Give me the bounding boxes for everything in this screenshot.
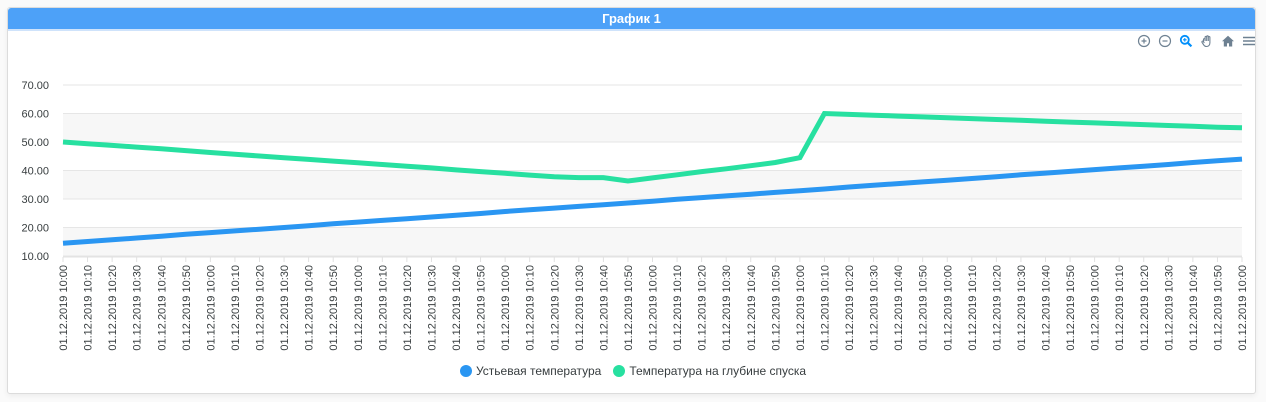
series-line[interactable]	[62, 156, 1243, 246]
x-tick-label: 01.12.2019 10:20	[107, 265, 119, 351]
x-tick-label: 01.12.2019 10:20	[844, 265, 856, 351]
y-tick-label: 40.00	[21, 166, 49, 178]
x-tick-label: 01.12.2019 10:00	[648, 265, 660, 351]
x-tick-label: 01.12.2019 10:30	[132, 265, 144, 351]
x-tick-label: 01.12.2019 10:00	[942, 265, 954, 351]
pan-icon[interactable]	[1200, 34, 1214, 48]
x-tick-label: 01.12.2019 10:00	[500, 265, 512, 351]
x-tick-label: 01.12.2019 10:50	[476, 265, 488, 351]
grid-bands	[63, 113, 1242, 256]
legend-label: Температура на глубине спуска	[629, 364, 807, 378]
chart-toolbar	[1137, 34, 1256, 48]
y-tick-label: 60.00	[21, 109, 49, 121]
reset-zoom-icon[interactable]	[1221, 34, 1235, 48]
legend-item-depth-temperature[interactable]: Температура на глубине спуска	[613, 364, 806, 378]
x-tick-label: 01.12.2019 10:30	[426, 265, 438, 351]
series-lines	[62, 110, 1243, 246]
x-tick-label: 01.12.2019 10:20	[549, 265, 561, 351]
x-tick-label: 01.12.2019 10:00	[58, 265, 70, 351]
x-tick-label: 01.12.2019 10:50	[181, 265, 193, 351]
legend-marker-icon	[613, 365, 626, 377]
x-tick-label: 01.12.2019 10:40	[451, 265, 463, 351]
x-tick-label: 01.12.2019 10:30	[869, 265, 881, 351]
x-tick-label: 01.12.2019 10:00	[1237, 265, 1249, 351]
x-tick-label: 01.12.2019 10:10	[83, 265, 95, 351]
x-tick-label: 01.12.2019 10:30	[279, 265, 291, 351]
x-tick-label: 01.12.2019 10:20	[697, 265, 709, 351]
x-tick-label: 01.12.2019 10:30	[1016, 265, 1028, 351]
x-tick-label: 01.12.2019 10:40	[304, 265, 316, 351]
x-tick-label: 01.12.2019 10:10	[672, 265, 684, 351]
series-line[interactable]	[62, 110, 1243, 184]
x-tick-label: 01.12.2019 10:30	[574, 265, 586, 351]
x-axis: 01.12.2019 10:00 01.12.2019 10:10 01.12.20…	[58, 256, 1249, 351]
x-tick-label: 01.12.2019 10:10	[525, 265, 537, 351]
legend-item-wellhead-temperature[interactable]: Устьевая температура	[459, 364, 602, 378]
x-tick-label: 01.12.2019 10:20	[255, 265, 267, 351]
zoom-in-icon[interactable]	[1137, 34, 1151, 48]
x-tick-label: 01.12.2019 10:30	[721, 265, 733, 351]
panel-title: График 1	[8, 8, 1255, 31]
y-axis: 10.00 20.00 30.00 40.00 50.00 60.00 70.00	[21, 80, 49, 263]
x-tick-label: 01.12.2019 10:40	[746, 265, 758, 351]
zoom-out-icon[interactable]	[1158, 34, 1172, 48]
x-tick-label: 01.12.2019 10:50	[918, 265, 930, 351]
x-tick-label: 01.12.2019 10:00	[795, 265, 807, 351]
x-tick-label: 01.12.2019 10:10	[377, 265, 389, 351]
y-tick-label: 50.00	[21, 137, 49, 149]
x-tick-label: 01.12.2019 10:00	[353, 265, 365, 351]
x-tick-label: 01.12.2019 10:30	[1163, 265, 1175, 351]
legend-marker-icon	[459, 365, 472, 377]
y-tick-label: 70.00	[21, 80, 49, 92]
x-tick-label: 01.12.2019 10:40	[1041, 265, 1053, 351]
x-tick-label: 01.12.2019 10:50	[1065, 265, 1077, 351]
x-tick-label: 01.12.2019 10:10	[819, 265, 831, 351]
x-tick-label: 01.12.2019 10:20	[402, 265, 414, 351]
y-tick-label: 10.00	[21, 251, 49, 263]
x-tick-label: 01.12.2019 10:40	[893, 265, 905, 351]
x-tick-label: 01.12.2019 10:00	[205, 265, 217, 351]
x-tick-label: 01.12.2019 10:50	[623, 265, 635, 351]
menu-icon[interactable]	[1242, 34, 1256, 48]
x-tick-label: 01.12.2019 10:50	[770, 265, 782, 351]
chart-legend: Устьевая температура Температура на глуб…	[0, 364, 1266, 378]
x-tick-label: 01.12.2019 10:40	[1188, 265, 1200, 351]
x-tick-label: 01.12.2019 10:00	[1090, 265, 1102, 351]
selection-zoom-icon[interactable]	[1179, 34, 1193, 48]
x-tick-label: 01.12.2019 10:50	[328, 265, 340, 351]
legend-label: Устьевая температура	[475, 364, 602, 378]
x-tick-label: 01.12.2019 10:20	[991, 265, 1003, 351]
x-tick-label: 01.12.2019 10:20	[1139, 265, 1151, 351]
chart-panel: График 1	[7, 7, 1256, 394]
x-tick-label: 01.12.2019 10:40	[598, 265, 610, 351]
x-tick-label: 01.12.2019 10:10	[230, 265, 242, 351]
x-tick-label: 01.12.2019 10:10	[967, 265, 979, 351]
y-tick-label: 20.00	[21, 223, 49, 235]
x-tick-label: 01.12.2019 10:50	[1212, 265, 1224, 351]
x-tick-label: 01.12.2019 10:10	[1114, 265, 1126, 351]
x-tick-label: 01.12.2019 10:40	[156, 265, 168, 351]
y-tick-label: 30.00	[21, 194, 49, 206]
